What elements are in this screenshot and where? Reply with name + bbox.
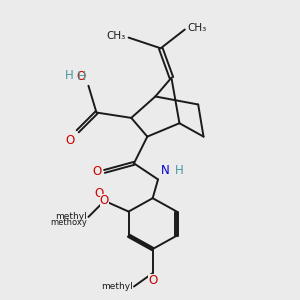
Text: O: O (65, 134, 74, 147)
Text: methyl: methyl (101, 282, 133, 291)
Text: O: O (148, 274, 157, 287)
Text: CH₃: CH₃ (107, 31, 126, 41)
Text: N: N (161, 164, 170, 177)
Text: CH₃: CH₃ (188, 23, 207, 33)
Text: O: O (100, 194, 109, 207)
Text: O: O (94, 187, 103, 200)
Text: H: H (70, 70, 86, 83)
Text: methyl: methyl (55, 212, 87, 221)
Text: methoxy: methoxy (50, 218, 87, 227)
Text: O: O (76, 70, 86, 83)
Text: O: O (92, 165, 101, 178)
Text: H: H (65, 69, 74, 82)
Text: H: H (175, 164, 183, 177)
